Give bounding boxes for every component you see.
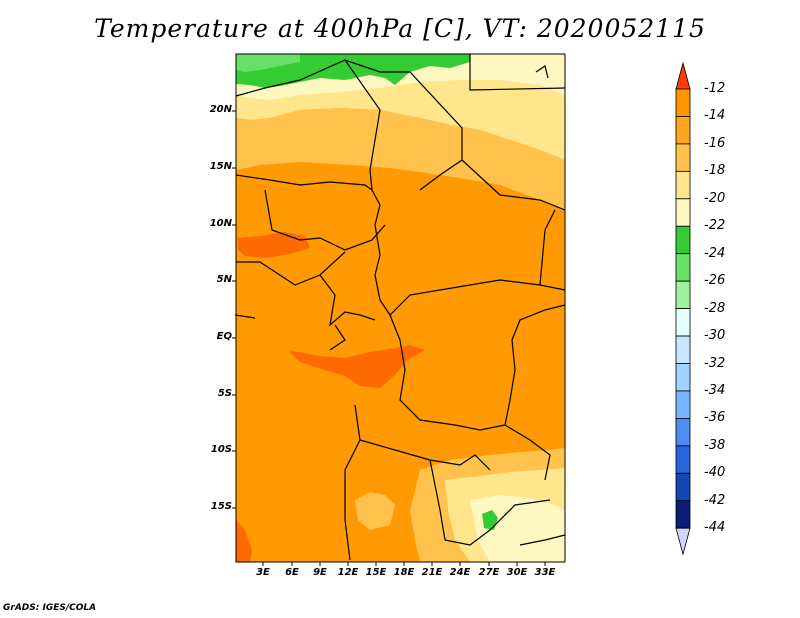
lon-label: 12E — [337, 567, 359, 578]
lon-label: 24E — [449, 567, 471, 578]
colorbar-swatch — [675, 280, 691, 309]
band-minus14-west — [238, 232, 310, 258]
colorbar-top-arrow — [675, 61, 691, 90]
colorbar-swatch — [675, 500, 691, 529]
lat-label: 10N — [209, 218, 232, 229]
colorbar-label: -22 — [704, 218, 726, 234]
lat-label: 20N — [209, 104, 232, 115]
colorbar-label: -38 — [704, 437, 726, 453]
colorbar-swatch — [675, 445, 691, 474]
lat-label: 5N — [216, 274, 232, 285]
colorbar-swatch — [675, 390, 691, 419]
colorbar-swatch — [675, 417, 691, 447]
lon-label: 6E — [285, 567, 299, 578]
lat-label: 15N — [209, 161, 232, 172]
credit-text: GrADS: IGES/COLA — [3, 603, 97, 613]
colorbar-swatch — [675, 143, 691, 172]
colorbar-label: -14 — [704, 108, 726, 124]
colorbar-swatch — [675, 170, 691, 200]
lon-label: 9E — [313, 567, 327, 578]
lon-label: 27E — [478, 567, 500, 578]
colorbar-label: -16 — [704, 135, 726, 151]
colorbar-label: -24 — [704, 245, 726, 261]
colorbar-label: -36 — [704, 410, 726, 426]
colorbar-bottom-arrow — [675, 527, 691, 556]
colorbar-label: -42 — [704, 492, 726, 508]
colorbar-swatch — [675, 308, 691, 337]
colorbar-label: -12 — [704, 81, 726, 96]
colorbar-label: -32 — [704, 355, 726, 371]
colorbar-label: -26 — [704, 273, 726, 289]
country-borders — [234, 54, 566, 561]
lat-label: 15S — [210, 501, 232, 512]
colorbar-swatch — [675, 335, 691, 364]
lon-label: 30E — [506, 567, 528, 578]
band-minus14-congo — [288, 345, 425, 388]
band-minus22-southeast — [470, 495, 565, 562]
colorbar-label: -18 — [704, 163, 726, 179]
colorbar-label: -40 — [704, 465, 726, 481]
colorbar-label: -44 — [704, 520, 726, 536]
band-minus24-southeast — [482, 510, 498, 530]
colorbar-swatch — [675, 116, 691, 145]
lon-label: 33E — [534, 567, 556, 578]
colorbar-swatch — [675, 88, 691, 117]
lon-label: 15E — [365, 567, 387, 578]
colorbar-label: -34 — [704, 382, 726, 398]
colorbar-swatch — [675, 198, 691, 227]
lon-label: 21E — [421, 567, 443, 578]
colorbar-swatch — [675, 225, 691, 255]
colorbar-label: -20 — [704, 190, 726, 206]
colorbar-swatch — [675, 363, 691, 392]
lat-label: 10S — [210, 444, 232, 455]
colorbar — [675, 61, 691, 556]
colorbar-label: -30 — [704, 328, 726, 344]
lon-label: 3E — [256, 567, 270, 578]
band-minus18-southwest — [355, 492, 395, 530]
lat-label: EQ — [216, 331, 232, 342]
colorbar-swatch — [675, 253, 691, 282]
lon-label: 18E — [393, 567, 415, 578]
temperature-fill — [236, 54, 565, 562]
lat-label: 5S — [217, 388, 232, 399]
band-minus14-southwest — [236, 520, 252, 562]
colorbar-label: -28 — [704, 300, 726, 316]
band-minus18-north — [236, 108, 565, 210]
band-minus26-north — [236, 54, 300, 72]
map-title: Temperature at 400hPa [C], VT: 202005211… — [94, 14, 706, 43]
colorbar-swatch — [675, 472, 691, 502]
